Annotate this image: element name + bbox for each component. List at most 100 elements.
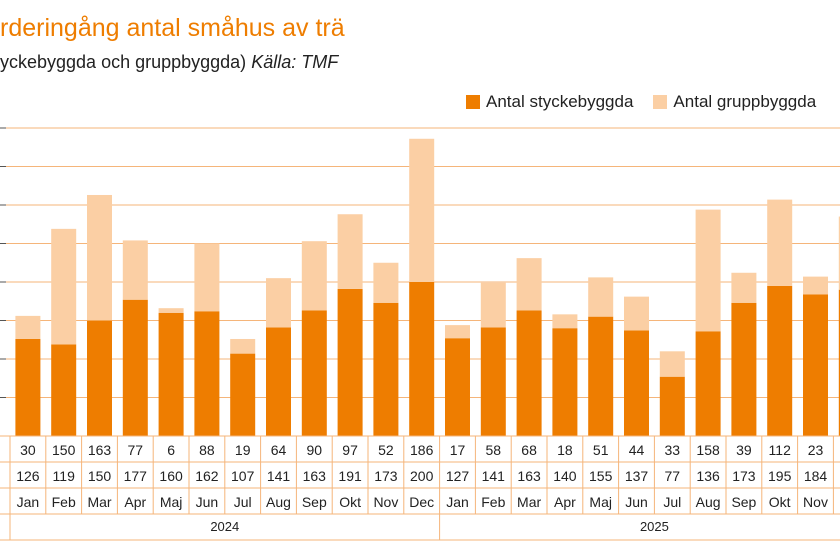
bar-gruppbyggda	[695, 209, 721, 332]
cell-gruppbyggda: 90	[307, 442, 323, 458]
cell-styckebyggda: 127	[446, 468, 470, 484]
source-text: Källa: TMF	[251, 52, 339, 72]
cell-gruppbyggda: 30	[20, 442, 36, 458]
bar-gruppbyggda	[51, 228, 77, 345]
cell-gruppbyggda: 163	[88, 442, 112, 458]
bar-gruppbyggda	[731, 272, 757, 303]
cell-styckebyggda: 200	[410, 468, 434, 484]
bar-gruppbyggda	[516, 258, 542, 311]
bar-gruppbyggda	[373, 262, 399, 303]
chart-title: rderingång antal småhus av trä	[0, 14, 345, 42]
cell-styckebyggda: 163	[517, 468, 541, 484]
bar-styckebyggda	[659, 376, 685, 436]
cell-month: Okt	[339, 494, 361, 510]
cell-gruppbyggda: 33	[665, 442, 681, 458]
cell-styckebyggda: 150	[88, 468, 112, 484]
bar-styckebyggda	[767, 285, 793, 436]
bar-styckebyggda	[194, 311, 220, 436]
cell-gruppbyggda: 44	[629, 442, 645, 458]
cell-styckebyggda: 191	[338, 468, 362, 484]
bar-gruppbyggda	[15, 315, 41, 339]
cell-gruppbyggda: 18	[557, 442, 573, 458]
cell-gruppbyggda: 58	[486, 442, 502, 458]
bar-styckebyggda	[552, 328, 578, 436]
year-label: 2024	[210, 519, 239, 534]
bar-styckebyggda	[624, 330, 649, 436]
cell-month: Mar	[517, 494, 541, 510]
bar-styckebyggda	[803, 294, 828, 436]
bar-gruppbyggda	[301, 241, 327, 311]
bar-gruppbyggda	[445, 325, 470, 339]
bar-styckebyggda	[695, 331, 721, 436]
cell-gruppbyggda: 6	[167, 442, 175, 458]
bar-gruppbyggda	[588, 277, 614, 317]
bar-styckebyggda	[838, 289, 840, 436]
cell-gruppbyggda: 112	[769, 442, 792, 458]
legend-swatch-styck	[466, 95, 480, 109]
legend-label-grupp: Antal gruppbyggda	[673, 92, 817, 111]
cell-month: Jul	[234, 494, 252, 510]
cell-month: Nov	[373, 494, 398, 510]
cell-month: Jun	[196, 494, 219, 510]
cell-month: Jan	[446, 494, 469, 510]
chart-subtitle: yckebyggda och gruppbyggda) Källa: TMF	[0, 52, 338, 73]
cell-month: Sep	[731, 494, 756, 510]
bar-styckebyggda	[301, 310, 327, 436]
year-label: 2025	[640, 519, 669, 534]
bar-gruppbyggda	[266, 278, 291, 328]
bar-styckebyggda	[480, 327, 506, 436]
bar-gruppbyggda	[230, 338, 256, 354]
cell-month: Jan	[17, 494, 40, 510]
cell-month: Jun	[625, 494, 648, 510]
cell-styckebyggda: 195	[768, 468, 792, 484]
bar-gruppbyggda	[409, 138, 435, 282]
bar-gruppbyggda	[480, 282, 506, 328]
bar-styckebyggda	[409, 282, 435, 436]
cell-month: Maj	[160, 494, 183, 510]
cell-month: Apr	[124, 494, 146, 510]
bar-styckebyggda	[87, 320, 112, 436]
bar-styckebyggda	[266, 327, 291, 436]
cell-styckebyggda: 136	[696, 468, 720, 484]
bar-gruppbyggda	[122, 240, 148, 300]
cell-gruppbyggda: 77	[128, 442, 144, 458]
cell-styckebyggda: 155	[589, 468, 613, 484]
cell-month: Dec	[409, 494, 434, 510]
legend-label-styck: Antal styckebyggda	[486, 92, 634, 111]
subtitle-text: yckebyggda och gruppbyggda)	[0, 52, 247, 72]
cell-month: Aug	[696, 494, 721, 510]
cell-gruppbyggda: 158	[696, 442, 720, 458]
cell-styckebyggda: 140	[553, 468, 577, 484]
bar-styckebyggda	[373, 302, 399, 436]
cell-gruppbyggda: 97	[342, 442, 358, 458]
bar-gruppbyggda	[552, 314, 578, 329]
bar-gruppbyggda	[767, 199, 793, 286]
cell-styckebyggda: 160	[159, 468, 183, 484]
cell-month: Apr	[554, 494, 576, 510]
bar-gruppbyggda	[838, 216, 840, 290]
cell-month: Aug	[266, 494, 291, 510]
bar-styckebyggda	[15, 338, 41, 436]
cell-month: Okt	[769, 494, 791, 510]
cell-styckebyggda: 77	[665, 468, 681, 484]
cell-gruppbyggda: 150	[52, 442, 76, 458]
bar-styckebyggda	[588, 316, 614, 436]
cell-month: Feb	[52, 494, 76, 510]
cell-month: Sep	[302, 494, 327, 510]
cell-gruppbyggda: 39	[736, 442, 752, 458]
cell-gruppbyggda: 52	[378, 442, 394, 458]
cell-month: Maj	[589, 494, 612, 510]
cell-styckebyggda: 173	[374, 468, 398, 484]
cell-month: Feb	[481, 494, 505, 510]
bar-styckebyggda	[337, 288, 363, 436]
bar-gruppbyggda	[337, 214, 363, 289]
cell-styckebyggda: 126	[16, 468, 40, 484]
cell-gruppbyggda: 68	[521, 442, 537, 458]
cell-styckebyggda: 173	[732, 468, 756, 484]
bar-gruppbyggda	[158, 308, 184, 313]
cell-gruppbyggda: 64	[271, 442, 287, 458]
cell-month: Jul	[663, 494, 681, 510]
cell-gruppbyggda: 17	[450, 442, 466, 458]
bar-styckebyggda	[51, 344, 77, 436]
